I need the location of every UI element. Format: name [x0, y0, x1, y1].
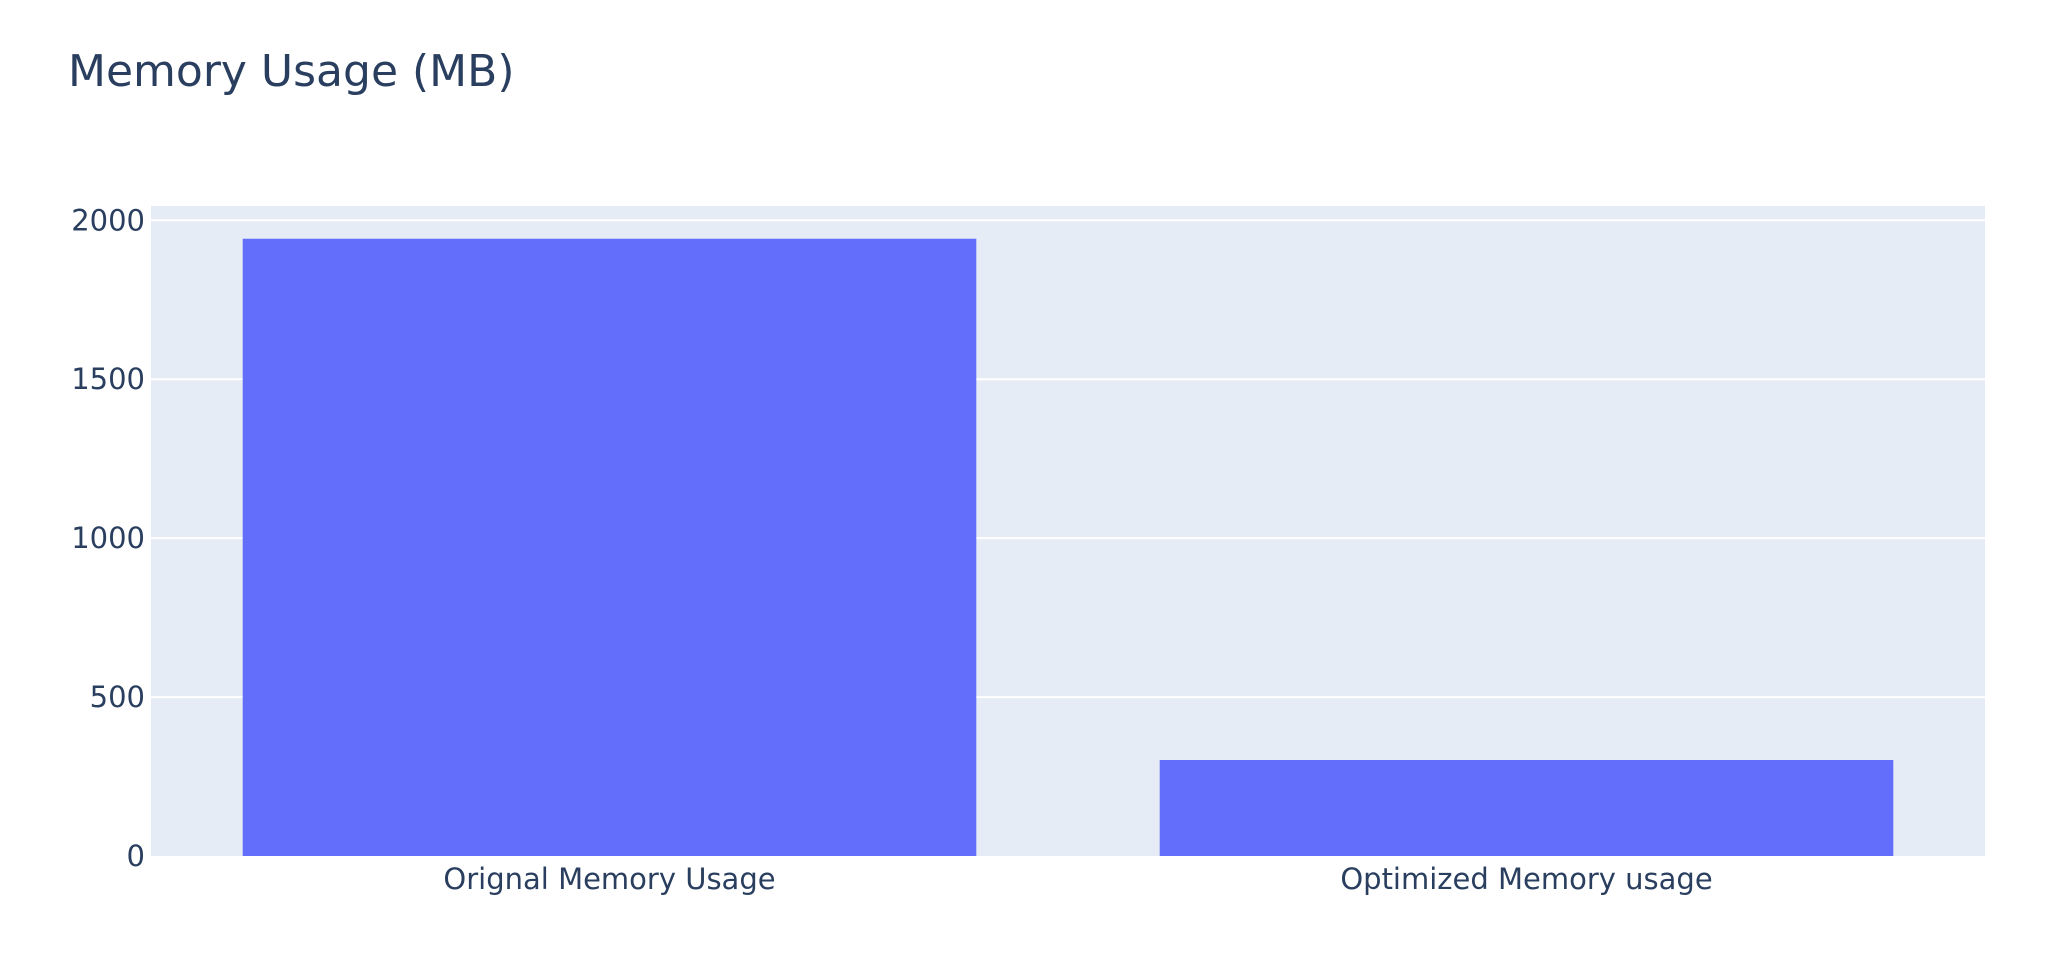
y-tick-label: 500 [90, 680, 145, 714]
chart-title: Memory Usage (MB) [68, 46, 515, 97]
bar[interactable] [1159, 760, 1894, 856]
y-axis-ticks: 0 500 1000 1500 2000 [71, 203, 145, 873]
y-tick-label: 2000 [71, 203, 145, 237]
bars [242, 238, 1894, 856]
x-tick-label: Optimized Memory usage [1340, 862, 1712, 896]
bar[interactable] [242, 238, 977, 856]
y-tick-label: 0 [127, 839, 145, 873]
x-tick-label: Orignal Memory Usage [443, 862, 775, 896]
y-tick-label: 1000 [71, 521, 145, 555]
y-tick-label: 1500 [71, 362, 145, 396]
x-axis-ticks: Orignal Memory Usage Optimized Memory usa… [443, 862, 1712, 896]
